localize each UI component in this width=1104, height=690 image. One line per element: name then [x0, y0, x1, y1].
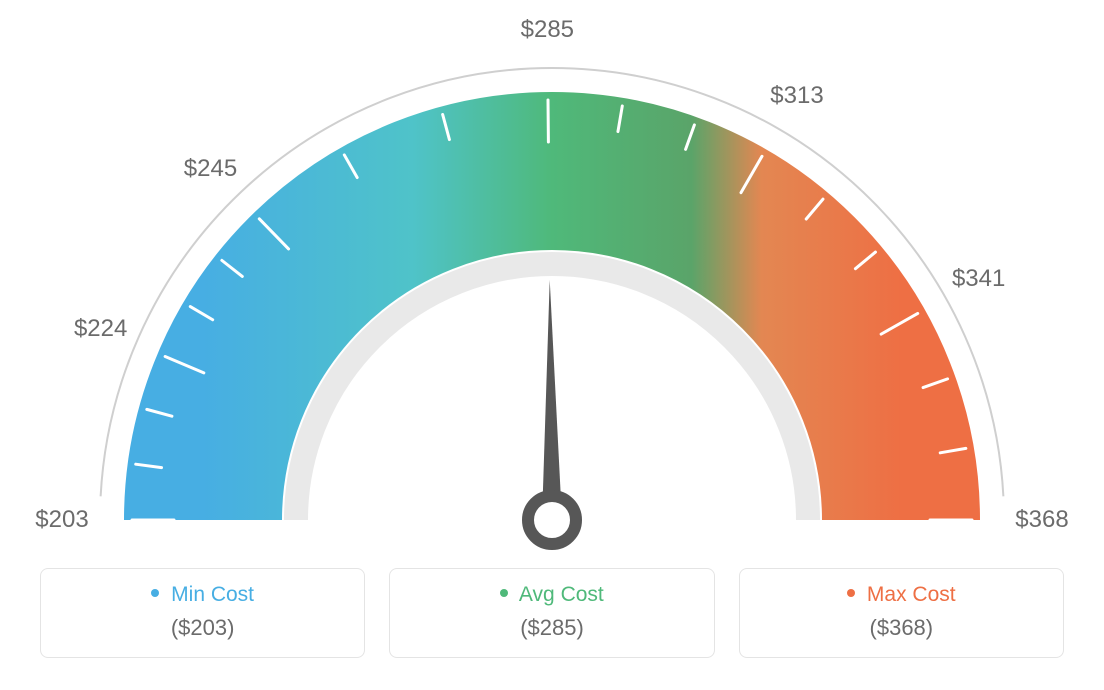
gauge-tick-label: $285 — [521, 16, 574, 44]
gauge-tick-label: $341 — [952, 265, 1005, 293]
legend-value-avg: ($285) — [410, 615, 693, 641]
legend-value-min: ($203) — [61, 615, 344, 641]
gauge-svg — [0, 0, 1104, 560]
legend-card-max: Max Cost ($368) — [739, 568, 1064, 658]
legend-title-min-text: Min Cost — [171, 583, 254, 606]
dot-icon-min — [151, 589, 159, 597]
legend-row: Min Cost ($203) Avg Cost ($285) Max Cost… — [0, 568, 1104, 658]
legend-title-max: Max Cost — [760, 583, 1043, 607]
dot-icon-avg — [500, 589, 508, 597]
dot-icon-max — [847, 589, 855, 597]
gauge-tick-label: $224 — [74, 315, 127, 343]
gauge-tick-label: $313 — [770, 82, 823, 110]
legend-card-avg: Avg Cost ($285) — [389, 568, 714, 658]
legend-title-max-text: Max Cost — [867, 583, 956, 606]
legend-title-min: Min Cost — [61, 583, 344, 607]
legend-title-avg-text: Avg Cost — [519, 583, 604, 606]
gauge-tick-label: $203 — [35, 506, 88, 534]
gauge-tick-label: $368 — [1015, 506, 1068, 534]
legend-card-min: Min Cost ($203) — [40, 568, 365, 658]
legend-value-max: ($368) — [760, 615, 1043, 641]
legend-title-avg: Avg Cost — [410, 583, 693, 607]
gauge-tick-label: $245 — [184, 155, 237, 183]
gauge-chart: $203 $224 $245 $285 $313 $341 $368 — [0, 0, 1104, 560]
